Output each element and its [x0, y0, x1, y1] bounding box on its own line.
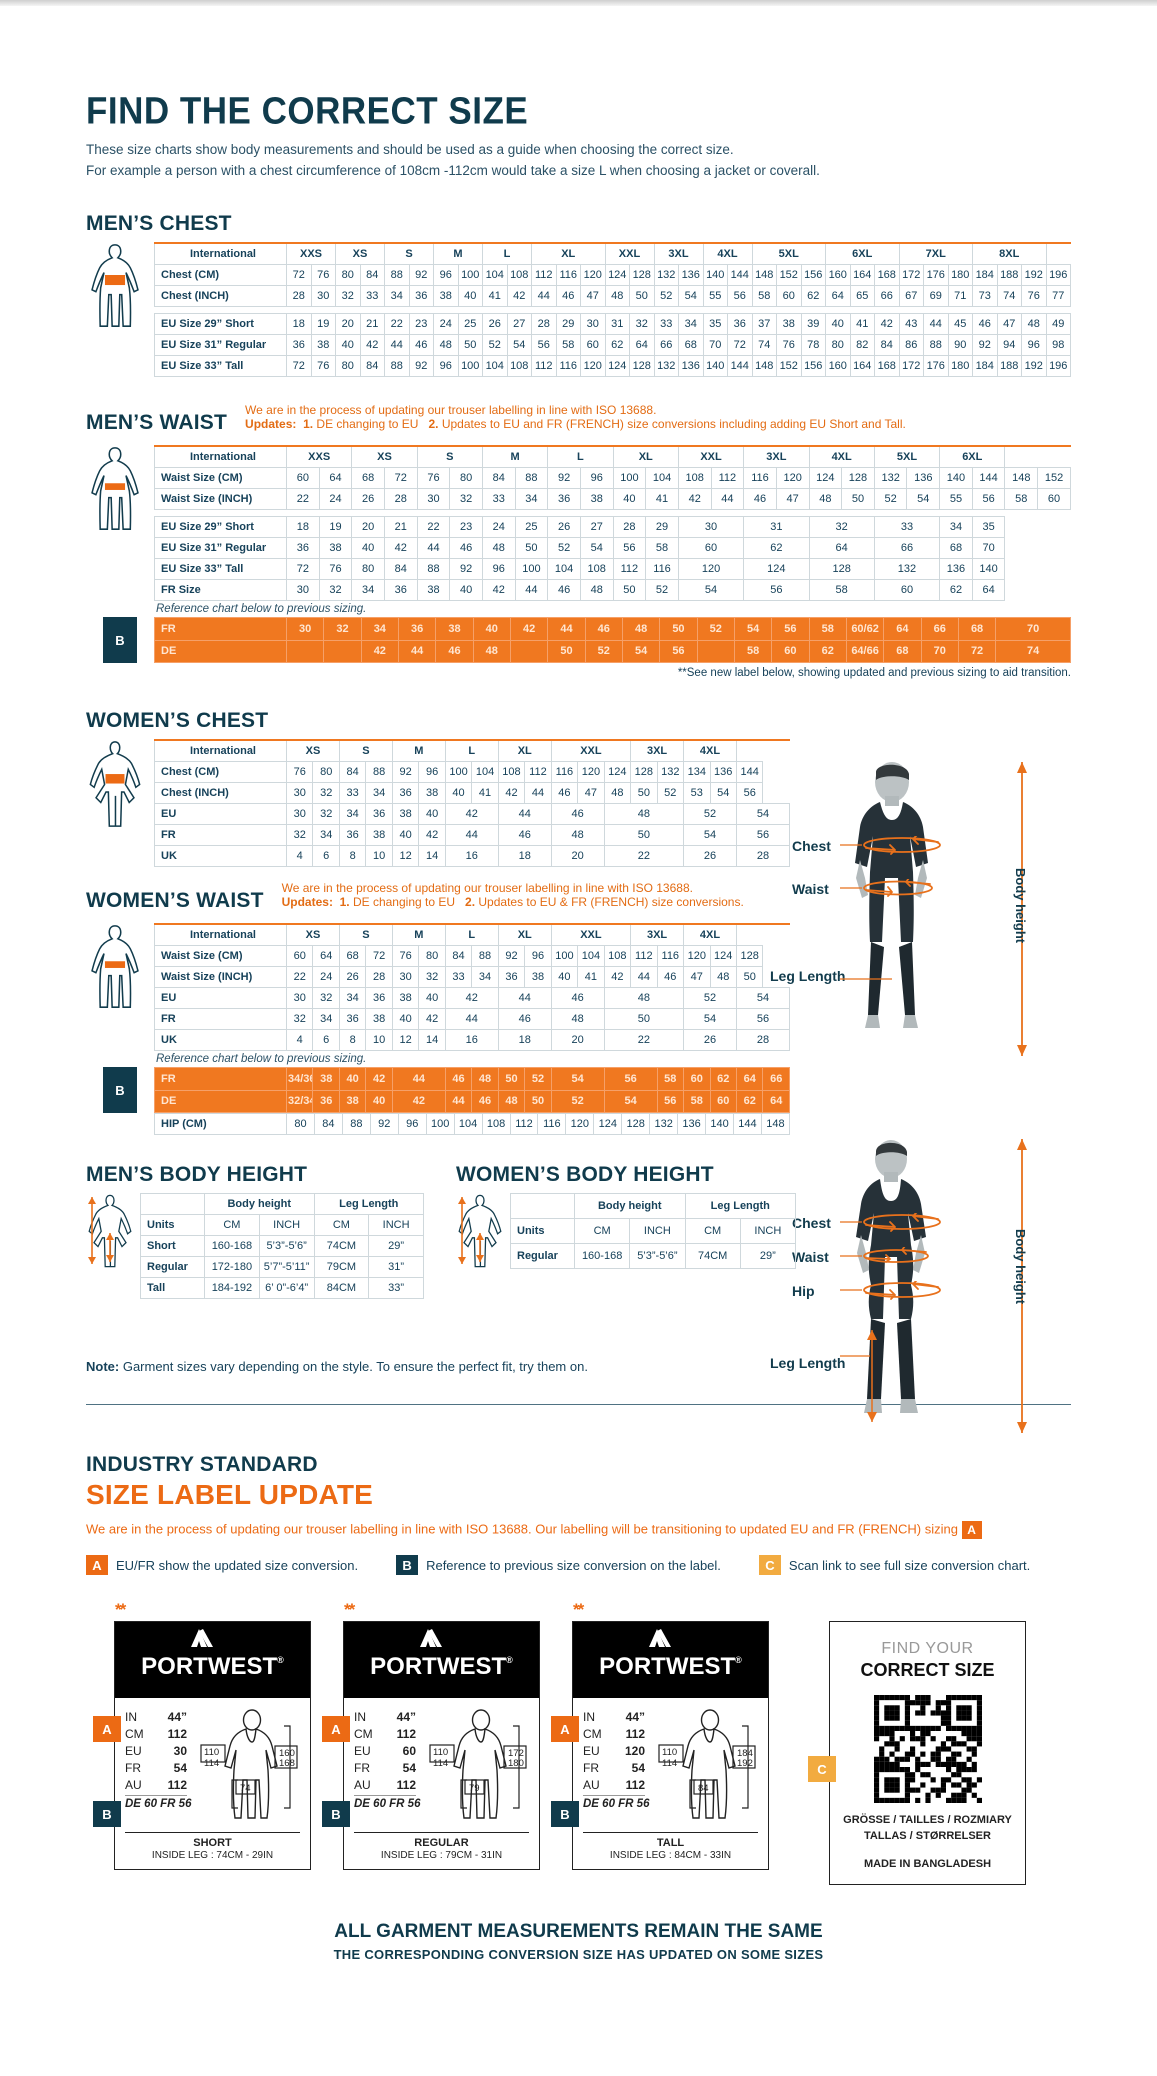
- svg-text:192: 192: [737, 1758, 753, 1769]
- svg-text:114: 114: [433, 1758, 448, 1769]
- svg-text:84: 84: [698, 1783, 709, 1794]
- svg-text:74: 74: [240, 1783, 251, 1794]
- svg-text:168: 168: [279, 1758, 295, 1769]
- svg-text:110: 110: [204, 1747, 219, 1758]
- svg-text:110: 110: [662, 1747, 677, 1758]
- svg-text:114: 114: [204, 1758, 219, 1769]
- svg-text:114: 114: [662, 1758, 677, 1769]
- svg-text:180: 180: [508, 1758, 524, 1769]
- svg-text:79: 79: [469, 1783, 480, 1794]
- svg-text:110: 110: [433, 1747, 448, 1758]
